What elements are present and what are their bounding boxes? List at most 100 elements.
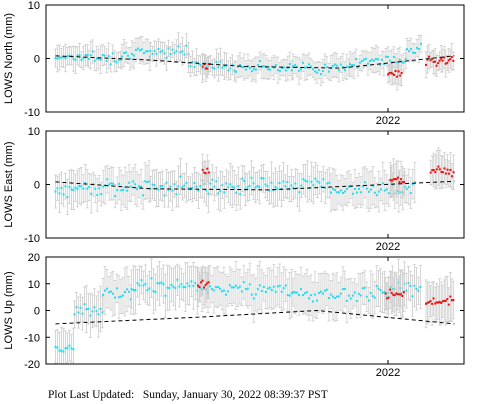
- recent-data-point: [386, 297, 389, 300]
- data-point: [142, 194, 145, 197]
- data-point: [317, 68, 320, 71]
- data-point: [254, 293, 257, 296]
- y-tick-label: 20: [28, 252, 40, 264]
- data-point: [54, 57, 57, 60]
- data-point: [268, 189, 271, 192]
- data-point: [288, 62, 291, 65]
- data-point: [359, 294, 362, 297]
- recent-data-point: [426, 301, 429, 304]
- data-point: [151, 52, 154, 55]
- recent-data-point: [204, 172, 207, 175]
- data-point: [264, 183, 267, 186]
- data-point: [153, 184, 156, 187]
- data-point: [337, 191, 340, 194]
- data-point: [331, 295, 334, 298]
- data-point: [217, 66, 220, 69]
- data-point: [262, 65, 265, 68]
- data-point: [118, 182, 121, 185]
- data-point: [337, 295, 340, 298]
- data-point: [415, 287, 418, 290]
- data-point: [327, 297, 330, 300]
- recent-data-point: [400, 72, 403, 75]
- data-point: [116, 189, 119, 192]
- data-point: [105, 287, 108, 290]
- recent-data-point: [443, 167, 446, 170]
- data-point: [256, 64, 259, 67]
- data-point: [107, 291, 110, 294]
- data-point: [120, 189, 123, 192]
- data-point: [302, 178, 305, 181]
- data-point: [190, 280, 193, 283]
- data-point: [339, 63, 342, 66]
- recent-data-point: [431, 302, 434, 305]
- data-point: [160, 281, 163, 284]
- data-point: [157, 48, 160, 51]
- data-point: [167, 188, 170, 191]
- data-point: [79, 306, 82, 309]
- data-point: [103, 289, 106, 292]
- data-point: [140, 279, 143, 282]
- data-point: [210, 288, 213, 291]
- recent-data-point: [398, 181, 401, 184]
- data-point: [361, 185, 364, 188]
- recent-data-point: [399, 293, 402, 296]
- data-point: [294, 182, 297, 185]
- data-point: [82, 187, 85, 190]
- data-point: [373, 191, 376, 194]
- data-point: [62, 55, 65, 58]
- data-point: [181, 50, 184, 53]
- data-point: [236, 286, 239, 289]
- data-point: [402, 61, 405, 64]
- data-point: [97, 57, 100, 60]
- data-point: [260, 290, 263, 293]
- data-point: [377, 190, 380, 193]
- recent-data-point: [396, 75, 399, 78]
- data-point: [325, 66, 328, 69]
- trend-line: [55, 180, 455, 191]
- data-point: [385, 295, 388, 298]
- data-point: [114, 195, 117, 198]
- data-point: [369, 292, 372, 295]
- data-point: [292, 291, 294, 294]
- data-point: [128, 181, 131, 184]
- data-point: [213, 67, 216, 70]
- data-point: [278, 182, 281, 185]
- data-point: [276, 69, 279, 72]
- data-point: [99, 58, 102, 61]
- data-point: [149, 50, 152, 53]
- recent-data-point: [384, 292, 387, 295]
- data-point: [76, 54, 79, 57]
- data-point: [370, 58, 373, 61]
- data-point: [81, 312, 84, 315]
- recent-data-point: [435, 301, 438, 304]
- data-point: [197, 189, 200, 192]
- footer-label: Plot Last Updated:: [48, 389, 135, 401]
- data-point: [58, 192, 61, 195]
- data-point: [363, 286, 366, 289]
- data-point: [329, 293, 332, 296]
- data-point: [165, 181, 168, 184]
- data-point: [180, 283, 183, 286]
- data-point: [345, 65, 348, 68]
- recent-data-point: [400, 178, 403, 181]
- recent-data-point: [203, 286, 206, 289]
- data-point: [93, 306, 96, 309]
- data-point: [379, 289, 382, 292]
- data-point: [113, 60, 116, 63]
- data-point: [109, 63, 112, 66]
- data-point: [235, 70, 237, 73]
- data-point: [223, 64, 226, 67]
- data-point: [376, 58, 379, 61]
- data-point: [233, 69, 236, 72]
- data-point: [298, 191, 301, 194]
- data-point: [74, 186, 77, 189]
- data-point: [366, 62, 369, 65]
- recent-data-point: [434, 171, 437, 174]
- data-point: [297, 294, 300, 297]
- data-point: [144, 180, 147, 183]
- data-point: [297, 69, 300, 72]
- data-point: [327, 70, 330, 73]
- data-point: [248, 184, 251, 187]
- data-point: [403, 185, 406, 188]
- data-point: [127, 290, 130, 293]
